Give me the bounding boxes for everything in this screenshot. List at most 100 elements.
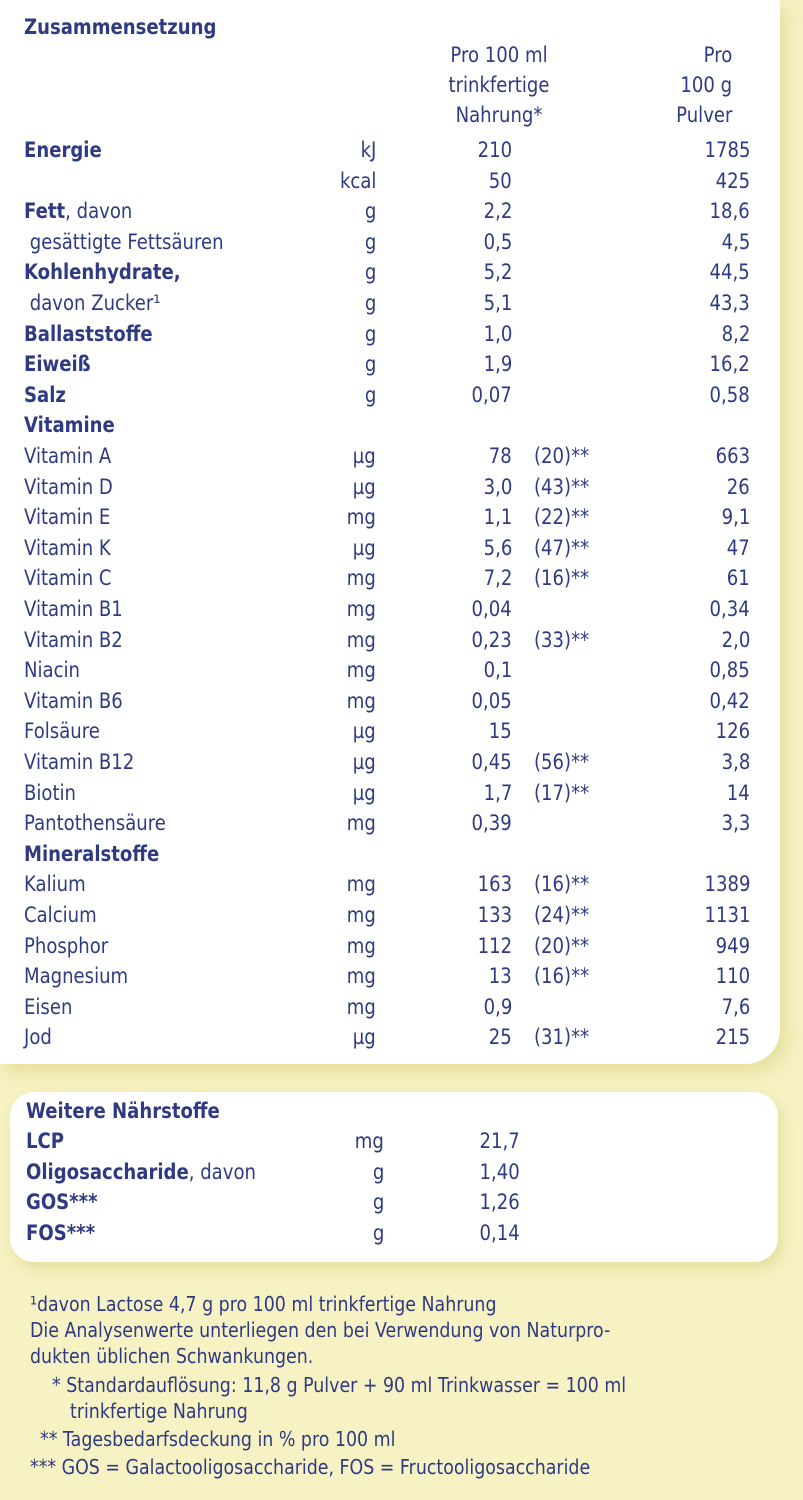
row-unit: µg bbox=[353, 719, 376, 744]
row-unit: µg bbox=[353, 535, 376, 560]
row-daily-percent: (24)** bbox=[534, 903, 590, 927]
row-label: Vitamin K bbox=[24, 533, 111, 563]
row-value-per-100g: 0,85 bbox=[709, 658, 750, 683]
extra-row-unit: g bbox=[372, 1190, 384, 1214]
row-label-text: Phosphor bbox=[24, 933, 109, 958]
row-label: Kalium bbox=[24, 869, 86, 899]
row-value-per-100g: 110 bbox=[715, 964, 750, 989]
row-label: Eisen bbox=[24, 992, 72, 1022]
extra-row-label-bold: Oligosaccharide bbox=[26, 1159, 189, 1184]
row-value-per-100g: 949 bbox=[715, 933, 750, 958]
row-label: Energie bbox=[24, 135, 102, 165]
row-unit: mg bbox=[346, 597, 376, 621]
row-value-per-100ml: 5,6 bbox=[483, 535, 512, 560]
row-label: Kohlenhydrate, bbox=[24, 257, 181, 287]
column-header-per-100g-line3: Pulver bbox=[675, 103, 732, 127]
row-value-per-100ml: 3,0 bbox=[483, 474, 512, 499]
row-value-per-100ml: 50 bbox=[489, 168, 512, 193]
row-unit: kcal bbox=[339, 168, 376, 193]
extra-row-label: LCP bbox=[26, 1126, 64, 1156]
row-value-per-100ml: 1,7 bbox=[483, 780, 512, 805]
row-daily-percent: (20)** bbox=[534, 444, 590, 468]
row-label: Vitamin C bbox=[24, 563, 112, 593]
row-unit: g bbox=[364, 229, 376, 254]
row-label-text: Magnesium bbox=[24, 964, 129, 989]
row-value-per-100ml: 210 bbox=[477, 138, 512, 162]
row-value-per-100ml: 25 bbox=[489, 1025, 512, 1050]
row-label: Phosphor bbox=[24, 931, 108, 961]
row-value-per-100ml: 0,04 bbox=[471, 597, 512, 621]
extra-row-label-bold: FOS*** bbox=[26, 1220, 96, 1245]
row-label: Vitamin B6 bbox=[24, 686, 123, 716]
row-daily-percent: (33)** bbox=[534, 627, 590, 652]
row-value-per-100ml: 0,5 bbox=[483, 229, 512, 254]
row-label-text: Kalium bbox=[24, 872, 86, 897]
row-label-bold: Ballaststoffe bbox=[24, 321, 153, 346]
row-label: Jod bbox=[24, 1022, 52, 1052]
extra-row-label: Oligosaccharide, davon bbox=[26, 1157, 256, 1187]
row-value-per-100ml: 0,1 bbox=[483, 658, 512, 683]
row-label-text: Biotin bbox=[24, 780, 77, 805]
row-label: Niacin bbox=[24, 655, 80, 685]
row-label: Salz bbox=[24, 380, 66, 410]
row-value-per-100g: 9,1 bbox=[721, 505, 750, 530]
row-label-text: , davon bbox=[65, 199, 133, 224]
row-value-per-100ml: 7,2 bbox=[483, 566, 512, 591]
extra-row-unit: mg bbox=[354, 1129, 384, 1153]
row-value-per-100ml: 0,45 bbox=[471, 750, 512, 774]
row-label-text: Vitamin B2 bbox=[24, 627, 123, 652]
column-header-per-100g-line2: 100 g bbox=[680, 73, 732, 97]
row-value-per-100ml: 112 bbox=[477, 933, 512, 958]
row-value-per-100g: 4,5 bbox=[721, 229, 750, 254]
extra-row-value: 1,26 bbox=[479, 1190, 520, 1214]
row-value-per-100g: 0,58 bbox=[709, 382, 750, 407]
row-unit: mg bbox=[346, 964, 376, 989]
row-label: Biotin bbox=[24, 778, 76, 808]
row-unit: mg bbox=[346, 933, 376, 958]
row-unit: g bbox=[364, 291, 376, 315]
row-value-per-100ml: 0,23 bbox=[471, 627, 512, 652]
row-unit: µg bbox=[353, 1025, 376, 1050]
column-header-per-100ml-line2: trinkfertige bbox=[448, 73, 550, 97]
row-unit: g bbox=[364, 260, 376, 285]
row-value-per-100ml: 0,39 bbox=[471, 811, 512, 836]
row-label: Vitamin B2 bbox=[24, 625, 123, 655]
row-value-per-100g: 425 bbox=[715, 168, 750, 193]
row-label: Eiweiß bbox=[24, 349, 91, 379]
row-value-per-100ml: 5,2 bbox=[483, 260, 512, 285]
row-label-text: Vitamin D bbox=[24, 474, 113, 499]
row-label: Mineralstoffe bbox=[24, 839, 159, 869]
table-title: Zusammensetzung bbox=[24, 15, 217, 39]
extra-row-label: GOS*** bbox=[26, 1187, 98, 1217]
footnote-analysis-line1: Die Analysenwerte unterliegen den bei Ve… bbox=[30, 1318, 611, 1342]
row-value-per-100g: 26 bbox=[727, 474, 750, 499]
row-label-bold: Kohlenhydrate, bbox=[24, 260, 181, 285]
row-unit: mg bbox=[346, 688, 376, 713]
row-unit: mg bbox=[346, 811, 376, 836]
nutrition-table-panel: Zusammensetzung Pro 100 ml trinkfertige … bbox=[0, 0, 780, 1064]
footnote-double-asterisk: ** Tagesbedarfsdeckung in % pro 100 ml bbox=[40, 1427, 396, 1451]
footnote-lactose: ¹davon Lactose 4,7 g pro 100 ml trinkfer… bbox=[30, 1292, 497, 1316]
row-unit: g bbox=[364, 352, 376, 377]
extra-row-value: 21,7 bbox=[479, 1129, 520, 1153]
row-label: Ballaststoffe bbox=[24, 319, 153, 349]
row-label-bold: Salz bbox=[24, 382, 66, 407]
row-daily-percent: (17)** bbox=[534, 780, 590, 805]
footnote-analysis-line2: dukten üblichen Schwankungen. bbox=[30, 1344, 314, 1368]
row-value-per-100g: 3,8 bbox=[721, 750, 750, 774]
row-value-per-100g: 61 bbox=[727, 566, 750, 591]
row-unit: g bbox=[364, 321, 376, 346]
row-value-per-100g: 8,2 bbox=[721, 321, 750, 346]
row-value-per-100ml: 0,05 bbox=[471, 688, 512, 713]
extra-row-label-bold: GOS*** bbox=[26, 1190, 98, 1214]
row-label-text: gesättigte Fettsäuren bbox=[24, 229, 224, 254]
footnote-single-asterisk-line1: * Standardauflösung: 11,8 g Pulver + 90 … bbox=[52, 1373, 627, 1397]
row-daily-percent: (22)** bbox=[534, 505, 590, 530]
row-value-per-100g: 215 bbox=[715, 1025, 750, 1050]
row-label-text: Niacin bbox=[24, 658, 80, 683]
row-label-text: Folsäure bbox=[24, 719, 100, 744]
row-label-text: Vitamin B1 bbox=[24, 597, 123, 621]
row-value-per-100ml: 78 bbox=[489, 444, 512, 468]
row-daily-percent: (31)** bbox=[534, 1025, 590, 1050]
footnote-triple-asterisk: *** GOS = Galactooligosaccharide, FOS = … bbox=[30, 1455, 591, 1479]
